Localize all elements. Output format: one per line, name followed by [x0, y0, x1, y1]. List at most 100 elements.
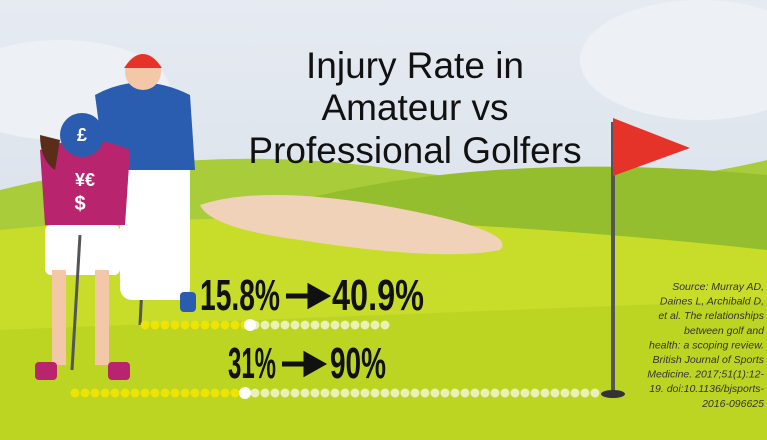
dot: [390, 388, 400, 398]
dot: [300, 388, 310, 398]
dot: [320, 320, 330, 330]
dot: [270, 320, 280, 330]
dot: [420, 388, 430, 398]
stat-to: 40.9%: [332, 271, 424, 320]
dot: [340, 320, 350, 330]
source-line: 2016-096625: [701, 398, 764, 410]
dot: [150, 320, 160, 330]
dot-marker: [239, 387, 251, 399]
dot: [450, 388, 460, 398]
dot: [540, 388, 550, 398]
dot: [360, 320, 370, 330]
dot: [210, 388, 220, 398]
title-line: Professional Golfers: [248, 130, 581, 171]
title-line: Injury Rate in: [306, 45, 524, 86]
dot: [80, 388, 90, 398]
dot: [70, 388, 80, 398]
dot: [270, 388, 280, 398]
dot: [380, 388, 390, 398]
dot: [250, 388, 260, 398]
arrow: [282, 350, 328, 378]
dot: [280, 320, 290, 330]
dot: [510, 388, 520, 398]
source: Source: Murray AD, Daines L, Archibald D,…: [647, 281, 765, 410]
dot: [500, 388, 510, 398]
stats: 15.8% 40.9% 31% 90%: [200, 271, 424, 388]
dot-tracks: [70, 319, 600, 399]
dot: [280, 388, 290, 398]
dot: [330, 320, 340, 330]
dot: [170, 320, 180, 330]
dot: [590, 388, 600, 398]
dot: [570, 388, 580, 398]
dot: [490, 388, 500, 398]
dot: [360, 388, 370, 398]
cap-symbol: £: [77, 125, 87, 145]
dot: [170, 388, 180, 398]
source-line: health: a scoping review.: [649, 339, 764, 351]
dot: [520, 388, 530, 398]
dot: [320, 388, 330, 398]
dot: [560, 388, 570, 398]
dot: [200, 320, 210, 330]
dot: [350, 320, 360, 330]
dot: [220, 388, 230, 398]
dot: [430, 388, 440, 398]
dot: [160, 388, 170, 398]
dot: [350, 388, 360, 398]
dot: [110, 388, 120, 398]
dot: [260, 320, 270, 330]
dot: [460, 388, 470, 398]
dot: [550, 388, 560, 398]
dot: [230, 388, 240, 398]
dot: [340, 388, 350, 398]
golfers: £ ¥€ $: [35, 54, 196, 380]
title-line: Amateur vs: [321, 87, 508, 128]
stat-to: 90%: [330, 339, 386, 388]
dot: [100, 388, 110, 398]
dot: [120, 388, 130, 398]
dot: [290, 388, 300, 398]
dot: [130, 388, 140, 398]
shirt-symbol: $: [74, 193, 85, 215]
dot: [310, 388, 320, 398]
stat-from: 31%: [228, 339, 276, 388]
arrow: [286, 282, 332, 310]
dot: [150, 388, 160, 398]
dot: [230, 320, 240, 330]
dot: [380, 320, 390, 330]
dot: [180, 320, 190, 330]
dot: [370, 388, 380, 398]
dot: [200, 388, 210, 398]
dot: [210, 320, 220, 330]
source-line: et al. The relationships: [658, 310, 764, 322]
flag: [601, 118, 690, 398]
dot: [530, 388, 540, 398]
dot: [260, 388, 270, 398]
dot: [140, 388, 150, 398]
dot: [580, 388, 590, 398]
dot: [140, 320, 150, 330]
dot: [190, 388, 200, 398]
shirt-symbol: ¥€: [75, 170, 95, 190]
dot: [410, 388, 420, 398]
dot: [90, 388, 100, 398]
source-line: Medicine. 2017;51(1):12-: [647, 369, 764, 381]
stat-from: 15.8%: [200, 271, 280, 320]
source-line: Daines L, Archibald D,: [660, 296, 764, 308]
source-line: British Journal of Sports: [653, 354, 765, 366]
dot: [190, 320, 200, 330]
dot-marker: [244, 319, 256, 331]
dot: [300, 320, 310, 330]
dot: [400, 388, 410, 398]
source-line: Source: Murray AD,: [672, 281, 764, 293]
dot: [470, 388, 480, 398]
dot: [480, 388, 490, 398]
source-line: 19. doi:10.1136/bjsports-: [649, 383, 764, 395]
dot: [180, 388, 190, 398]
dot: [440, 388, 450, 398]
dot: [160, 320, 170, 330]
dot: [310, 320, 320, 330]
